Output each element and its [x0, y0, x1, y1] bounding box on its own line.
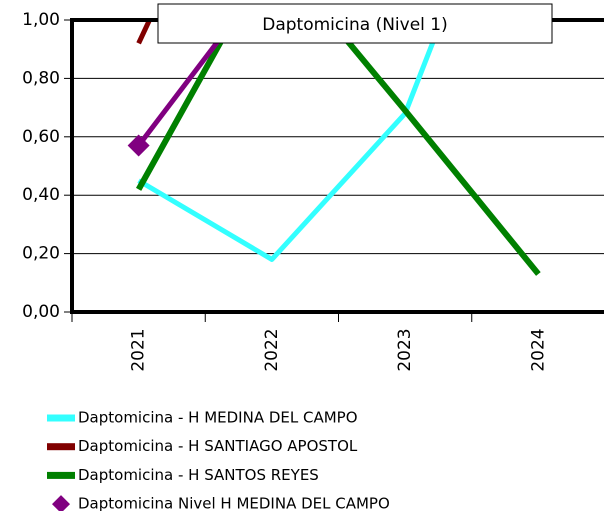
legend-swatch [52, 495, 70, 511]
legend: Daptomicina - H MEDINA DEL CAMPO Daptomic… [47, 409, 390, 511]
chart-title: Daptomicina (Nivel 1) [262, 15, 447, 35]
x-tick-label: 2022 [262, 328, 282, 371]
point-marker [127, 134, 150, 157]
legend-swatch [47, 414, 75, 422]
axes: 0,00 0,20 0,40 0,60 0,80 1,00 2021 2022 2023 2024 [22, 10, 604, 372]
legend-swatch [47, 443, 75, 451]
series-line [136, 20, 238, 148]
x-tick-label: 2021 [129, 328, 149, 371]
series-line [137, 20, 445, 262]
title-frame [157, 3, 553, 44]
legend-label: Daptomicina Nivel H MEDINA DEL CAMPO [78, 495, 390, 511]
y-tick-label: 0,00 [22, 302, 60, 322]
y-tick-label: 1,00 [22, 10, 60, 30]
y-tick-label: 0,60 [22, 127, 60, 147]
legend-label: Daptomicina - H SANTOS REYES [78, 466, 319, 484]
title-box: Daptomicina (Nivel 1) [157, 3, 553, 44]
legend-swatch [47, 471, 75, 479]
y-tick-label: 0,80 [22, 68, 60, 88]
x-tick-label: 2024 [528, 328, 548, 371]
legend-label: Daptomicina - H MEDINA DEL CAMPO [78, 409, 358, 427]
x-tick-label: 2023 [395, 328, 415, 371]
legend-label: Daptomicina - H SANTIAGO APOSTOL [78, 437, 358, 455]
y-tick-label: 0,40 [22, 185, 60, 205]
y-tick-label: 0,20 [22, 244, 60, 264]
